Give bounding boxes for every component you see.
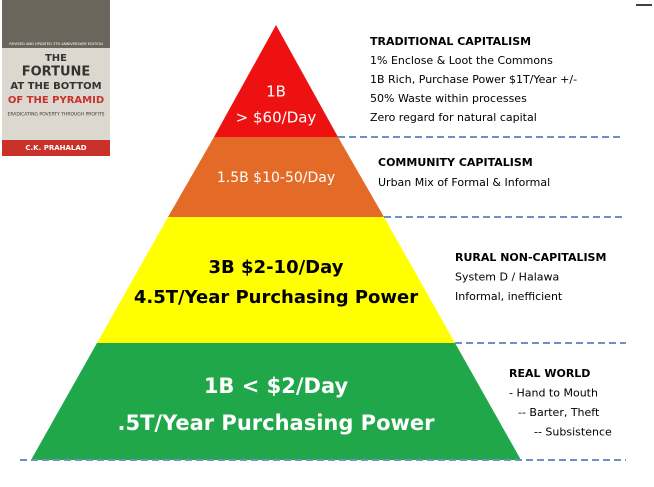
tier-4: [31, 343, 521, 460]
tier-3: [97, 217, 455, 343]
tier-note: System D / Halawa: [455, 271, 559, 284]
tier-label: .5T/Year Purchasing Power: [117, 411, 435, 435]
diagram: REVISED AND UPDATED 5TH ANNIVERSARY EDIT…: [0, 0, 654, 487]
tier-heading: REAL WORLD: [509, 367, 590, 380]
tier-label: 1B: [266, 83, 286, 101]
tier-heading: COMMUNITY CAPITALISM: [378, 156, 533, 169]
book-author: C.K. PRAHALAD: [25, 144, 86, 152]
tier-label: 4.5T/Year Purchasing Power: [134, 287, 418, 308]
tier-note: Informal, inefficient: [455, 290, 563, 303]
tier-note: 1B Rich, Purchase Power $1T/Year +/-: [370, 73, 577, 86]
tier-note: Zero regard for natural capital: [370, 111, 537, 124]
book-title: OF THE PYRAMID: [8, 95, 104, 106]
tier-label: 3B $2-10/Day: [209, 257, 344, 278]
book-subtitle: ERADICATING POVERTY THROUGH PROFITS: [7, 112, 104, 118]
tier-heading: RURAL NON-CAPITALISM: [455, 251, 606, 264]
tier-label: > $60/Day: [236, 109, 317, 127]
tier-note: 50% Waste within processes: [370, 92, 527, 105]
tier-label: 1B < $2/Day: [204, 374, 349, 398]
book-edition: REVISED AND UPDATED 5TH ANNIVERSARY EDIT…: [9, 42, 103, 46]
book-title: AT THE BOTTOM: [10, 81, 101, 92]
book-title: THE: [45, 53, 67, 64]
tier-note: -- Barter, Theft: [518, 406, 600, 419]
tier-heading: TRADITIONAL CAPITALISM: [370, 35, 531, 48]
tier-label: 1.5B $10-50/Day: [217, 170, 335, 186]
tier-note: -- Subsistence: [534, 426, 612, 439]
tier-note: - Hand to Mouth: [509, 387, 598, 400]
book-title: FORTUNE: [22, 65, 91, 80]
tier-note: 1% Enclose & Loot the Commons: [370, 54, 553, 67]
tier-note: Urban Mix of Formal & Informal: [378, 176, 550, 189]
